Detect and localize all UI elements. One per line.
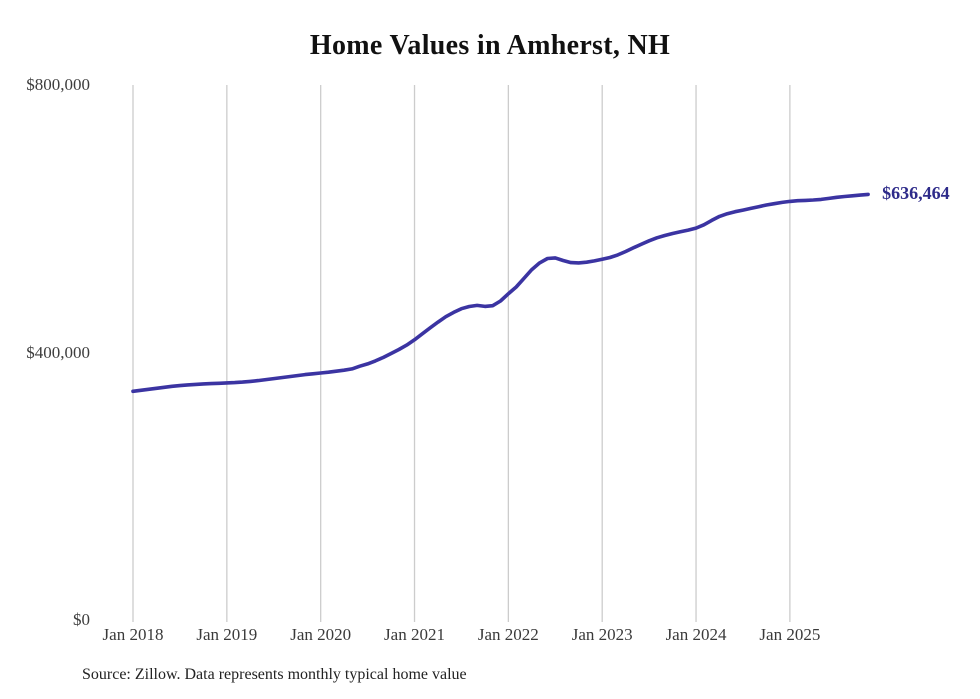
x-tick-label: Jan 2024 <box>665 625 727 644</box>
latest-value-label: $636,464 <box>882 183 950 204</box>
x-tick-label: Jan 2025 <box>759 625 821 644</box>
y-tick-label: $400,000 <box>26 342 90 362</box>
y-tick-label: $800,000 <box>26 75 90 94</box>
chart-title: Home Values in Amherst, NH <box>309 30 671 61</box>
x-tick-label: Jan 2022 <box>477 625 539 644</box>
y-tick-label: $0 <box>73 610 90 629</box>
x-tick-label: Jan 2019 <box>196 625 258 644</box>
x-tick-label: Jan 2021 <box>384 625 445 644</box>
home-value-line <box>131 192 870 394</box>
gridlines <box>132 85 791 622</box>
x-tick-label: Jan 2020 <box>290 625 352 644</box>
source-note: Source: Zillow. Data represents monthly … <box>82 666 467 683</box>
x-tick-label: Jan 2023 <box>571 625 633 644</box>
x-tick-label: Jan 2018 <box>102 625 164 644</box>
